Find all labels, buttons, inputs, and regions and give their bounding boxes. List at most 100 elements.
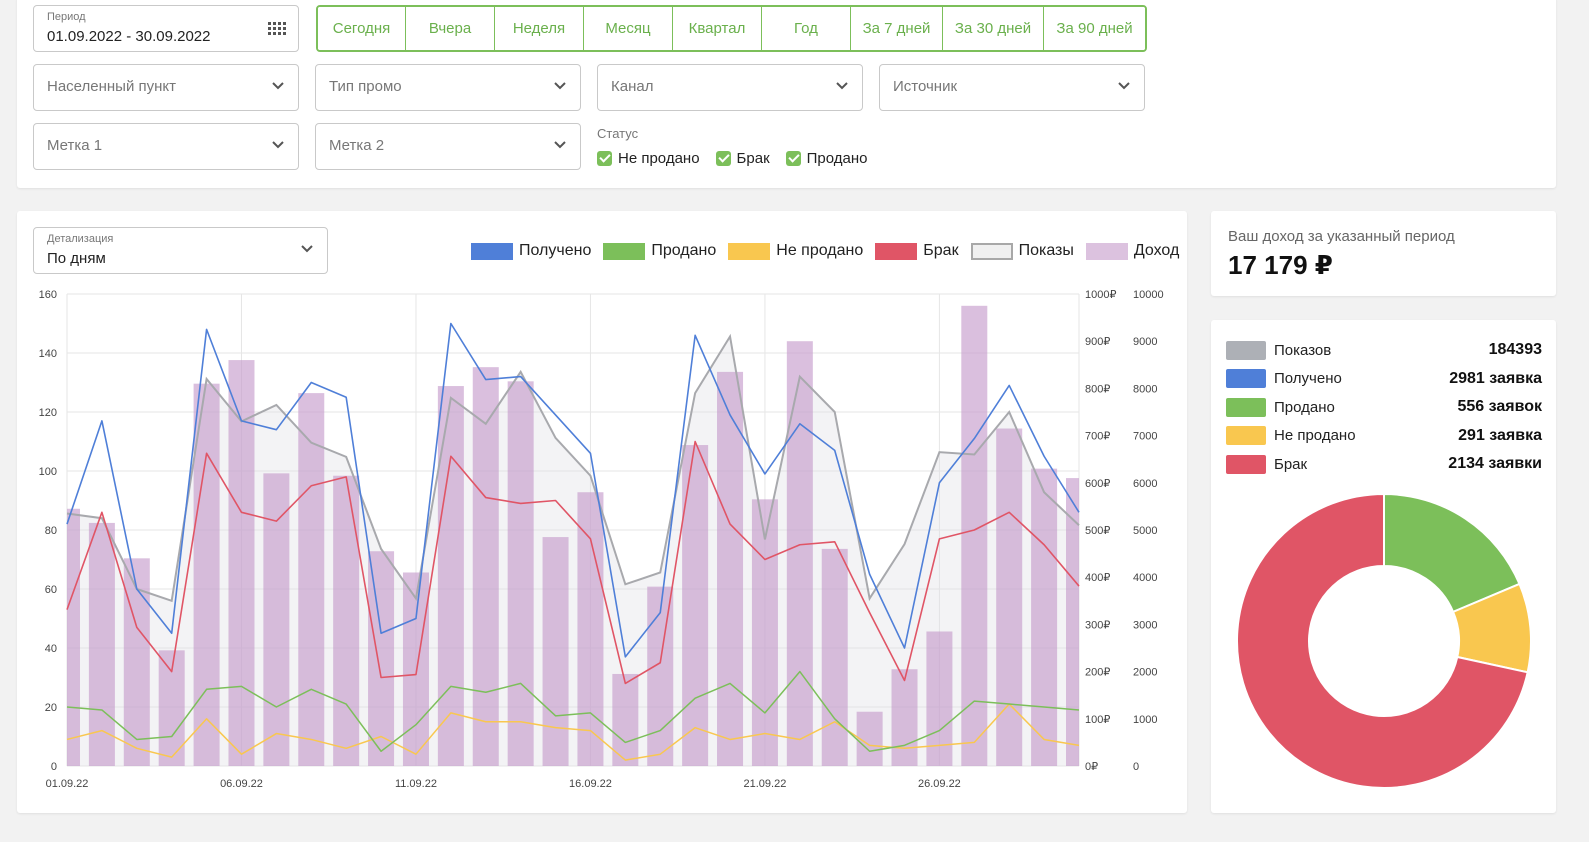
stat-value-sold: 556 заявок: [1457, 398, 1542, 416]
period-buttons: Сегодня Вчера Неделя Месяц Квартал Год З…: [316, 5, 1147, 52]
detail-value: По дням: [47, 250, 106, 267]
checkbox-checked-icon: [715, 151, 731, 166]
stat-name-sold: Продано: [1274, 398, 1335, 416]
y-right-income-tick-label: 1000₽: [1085, 289, 1116, 301]
legend-item-received[interactable]: Получено: [471, 242, 591, 260]
series-line-Не продано: [66, 703, 1080, 761]
income-bar: [542, 537, 569, 766]
legend-label-sold: Продано: [651, 242, 717, 259]
y-left-tick-label: 60: [45, 584, 57, 596]
status-title: Статус: [597, 126, 639, 141]
income-bar: [717, 371, 744, 766]
legend-item-defect[interactable]: Брак: [875, 242, 959, 260]
income-bar: [612, 673, 639, 766]
stat-swatch-not-sold: [1226, 426, 1266, 446]
stat-swatch-sold: [1226, 397, 1266, 417]
y-right-income-tick-label: 100₽: [1085, 714, 1110, 726]
y-right-income-tick-label: 500₽: [1085, 525, 1110, 537]
channel-select-placeholder: Канал: [611, 78, 654, 95]
chevron-down-icon: [301, 245, 313, 253]
income-bar: [926, 631, 953, 766]
y-right-income-tick-label: 0₽: [1085, 761, 1098, 773]
legend-item-views[interactable]: Показы: [970, 242, 1074, 260]
income-bar: [786, 341, 813, 766]
period-month-button[interactable]: Месяц: [584, 7, 673, 50]
y-right-views-tick-label: 0: [1133, 761, 1139, 773]
legend-item-sold[interactable]: Продано: [603, 242, 716, 260]
y-left-tick-label: 100: [39, 466, 57, 478]
channel-select[interactable]: Канал: [597, 64, 863, 111]
stat-defect: Брак 2134 заявки: [1226, 450, 1542, 479]
status-not-sold-checkbox[interactable]: Не продано: [597, 150, 700, 167]
x-tick-label: 21.09.22: [744, 778, 787, 790]
status-defect-checkbox[interactable]: Брак: [715, 150, 770, 167]
period-30-days-button[interactable]: За 30 дней: [943, 7, 1044, 50]
period-quarter-button[interactable]: Квартал: [673, 7, 762, 50]
period-90-days-button[interactable]: За 90 дней: [1044, 7, 1145, 50]
stat-received: Получено 2981 заявка: [1226, 365, 1542, 394]
chevron-down-icon: [272, 141, 284, 149]
legend-label-not-sold: Не продано: [776, 242, 864, 259]
stat-name-views: Показов: [1274, 341, 1332, 359]
stat-value-defect: 2134 заявки: [1448, 455, 1542, 473]
status-sold-checkbox[interactable]: Продано: [785, 150, 868, 167]
city-select[interactable]: Населенный пункт: [33, 64, 299, 111]
stat-value-views: 184393: [1488, 341, 1542, 359]
status-sold-label: Продано: [806, 150, 868, 167]
period-label: Период: [47, 11, 86, 23]
calendar-grid-icon[interactable]: [268, 22, 286, 36]
tag-2-select[interactable]: Метка 2: [315, 123, 581, 170]
income-bar: [821, 548, 848, 766]
chevron-down-icon: [836, 82, 848, 90]
legend-item-income[interactable]: Доход: [1085, 242, 1179, 260]
y-left-tick-label: 20: [45, 702, 57, 714]
legend-swatch-sold: [603, 242, 646, 260]
tag-2-select-placeholder: Метка 2: [329, 137, 385, 154]
detail-select[interactable]: Детализация По дням: [33, 227, 328, 274]
stat-name-received: Получено: [1274, 370, 1342, 388]
stats-list: Показов 184393 Получено 2981 заявка Продан…: [1226, 336, 1542, 479]
legend-swatch-received: [471, 242, 513, 260]
status-not-sold-label: Не продано: [618, 150, 700, 167]
source-select[interactable]: Источник: [879, 64, 1145, 111]
status-defect-label: Брак: [736, 150, 770, 167]
income-bar: [996, 428, 1023, 766]
income-bar: [298, 393, 325, 766]
income-bar: [647, 586, 674, 766]
y-right-views-tick-label: 6000: [1133, 478, 1157, 490]
period-today-button[interactable]: Сегодня: [318, 7, 406, 50]
period-7-days-button[interactable]: За 7 дней: [851, 7, 943, 50]
y-left-tick-label: 40: [45, 643, 57, 655]
y-right-income-tick-label: 700₽: [1085, 431, 1110, 443]
income-bar: [402, 572, 429, 766]
legend-swatch-defect: [875, 242, 918, 260]
y-right-income-tick-label: 200₽: [1085, 667, 1110, 679]
period-year-button[interactable]: Год: [762, 7, 851, 50]
income-bar: [228, 360, 255, 766]
x-tick-label: 16.09.22: [569, 778, 612, 790]
period-week-button[interactable]: Неделя: [495, 7, 584, 50]
legend-item-not-sold[interactable]: Не продано: [728, 242, 863, 260]
city-select-placeholder: Населенный пункт: [47, 78, 177, 95]
promo-type-select[interactable]: Тип промо: [315, 64, 581, 111]
period-field[interactable]: Период 01.09.2022 - 30.09.2022: [33, 5, 299, 52]
y-right-income-tick-label: 600₽: [1085, 478, 1110, 490]
legend-swatch-not-sold: [728, 242, 771, 260]
x-tick-label: 06.09.22: [220, 778, 263, 790]
y-left-tick-label: 140: [39, 348, 57, 360]
tag-1-select-placeholder: Метка 1: [47, 137, 103, 154]
x-tick-label: 01.09.22: [46, 778, 89, 790]
y-left-tick-label: 120: [39, 407, 57, 419]
income-bar: [1066, 478, 1079, 766]
detail-label: Детализация: [47, 233, 114, 245]
income-bar: [891, 669, 918, 766]
y-left-tick-label: 160: [39, 289, 57, 301]
period-yesterday-button[interactable]: Вчера: [406, 7, 495, 50]
income-bar: [88, 522, 115, 766]
tag-1-select[interactable]: Метка 1: [33, 123, 299, 170]
stat-swatch-views: [1226, 340, 1266, 360]
chevron-down-icon: [272, 82, 284, 90]
x-tick-label: 11.09.22: [395, 778, 437, 790]
y-right-income-tick-label: 800₽: [1085, 383, 1110, 395]
income-bar: [507, 381, 534, 766]
